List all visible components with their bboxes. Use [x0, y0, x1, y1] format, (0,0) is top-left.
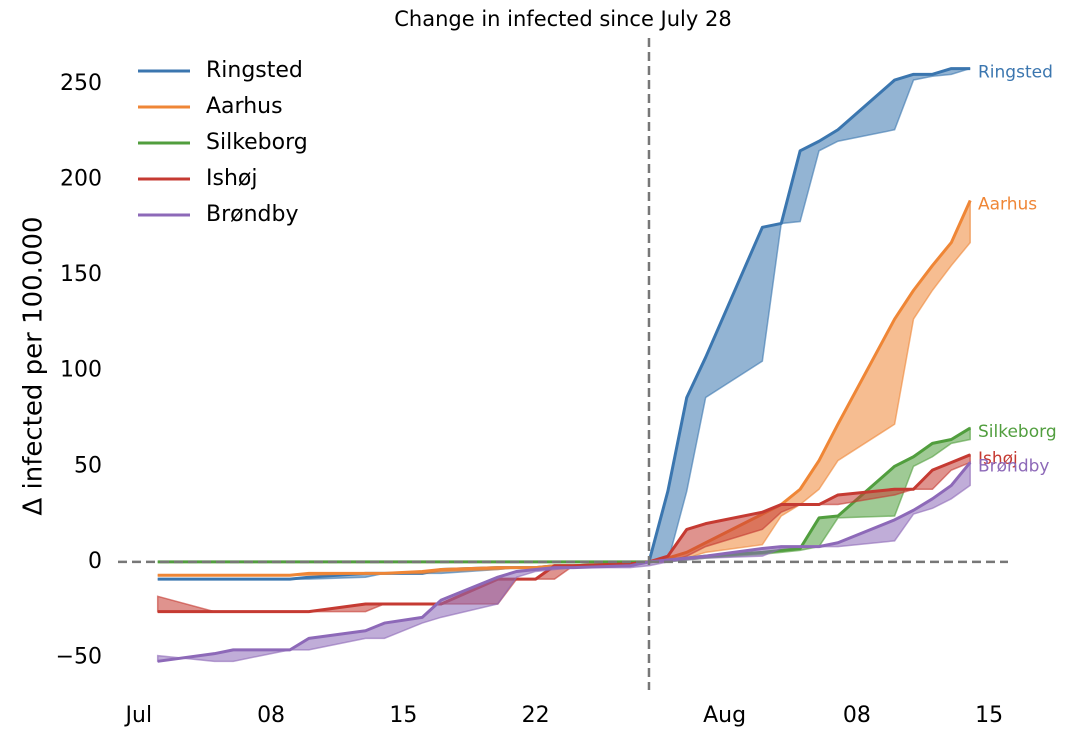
x-tick-label: 15 [975, 703, 1003, 728]
y-tick-label: 100 [60, 358, 102, 383]
y-tick-label: −50 [56, 644, 102, 669]
chart-title: Change in infected since July 28 [394, 7, 731, 31]
x-tick-label: 22 [522, 703, 550, 728]
band [156, 453, 971, 613]
y-tick-label: 50 [74, 453, 102, 478]
y-tick-label: 150 [60, 262, 102, 287]
x-tick-label: Aug [703, 703, 746, 728]
x-tick-label: 08 [843, 703, 871, 728]
x-tick-label: 08 [257, 703, 285, 728]
y-tick-label: 0 [88, 549, 102, 574]
end-label: Silkeborg [978, 422, 1057, 442]
line [157, 453, 971, 614]
line [157, 199, 972, 577]
legend-label: Ringsted [206, 58, 303, 83]
end-label: Aarhus [978, 195, 1037, 215]
y-axis-label: Δ infected per 100.000 [19, 216, 49, 515]
legend-label: Aarhus [206, 94, 283, 119]
legend-label: Brøndby [206, 202, 299, 227]
y-tick-label: 250 [60, 71, 102, 96]
end-label: Brøndby [978, 456, 1049, 476]
x-tick-label: 15 [389, 703, 417, 728]
band [157, 200, 971, 577]
legend-label: Silkeborg [206, 130, 308, 155]
x-tick-label: Jul [124, 703, 153, 728]
line [157, 461, 972, 663]
y-tick-label: 200 [60, 166, 102, 191]
end-label: Ishøj [978, 449, 1018, 469]
legend-label: Ishøj [206, 166, 257, 191]
end-label: Ringsted [978, 63, 1053, 83]
